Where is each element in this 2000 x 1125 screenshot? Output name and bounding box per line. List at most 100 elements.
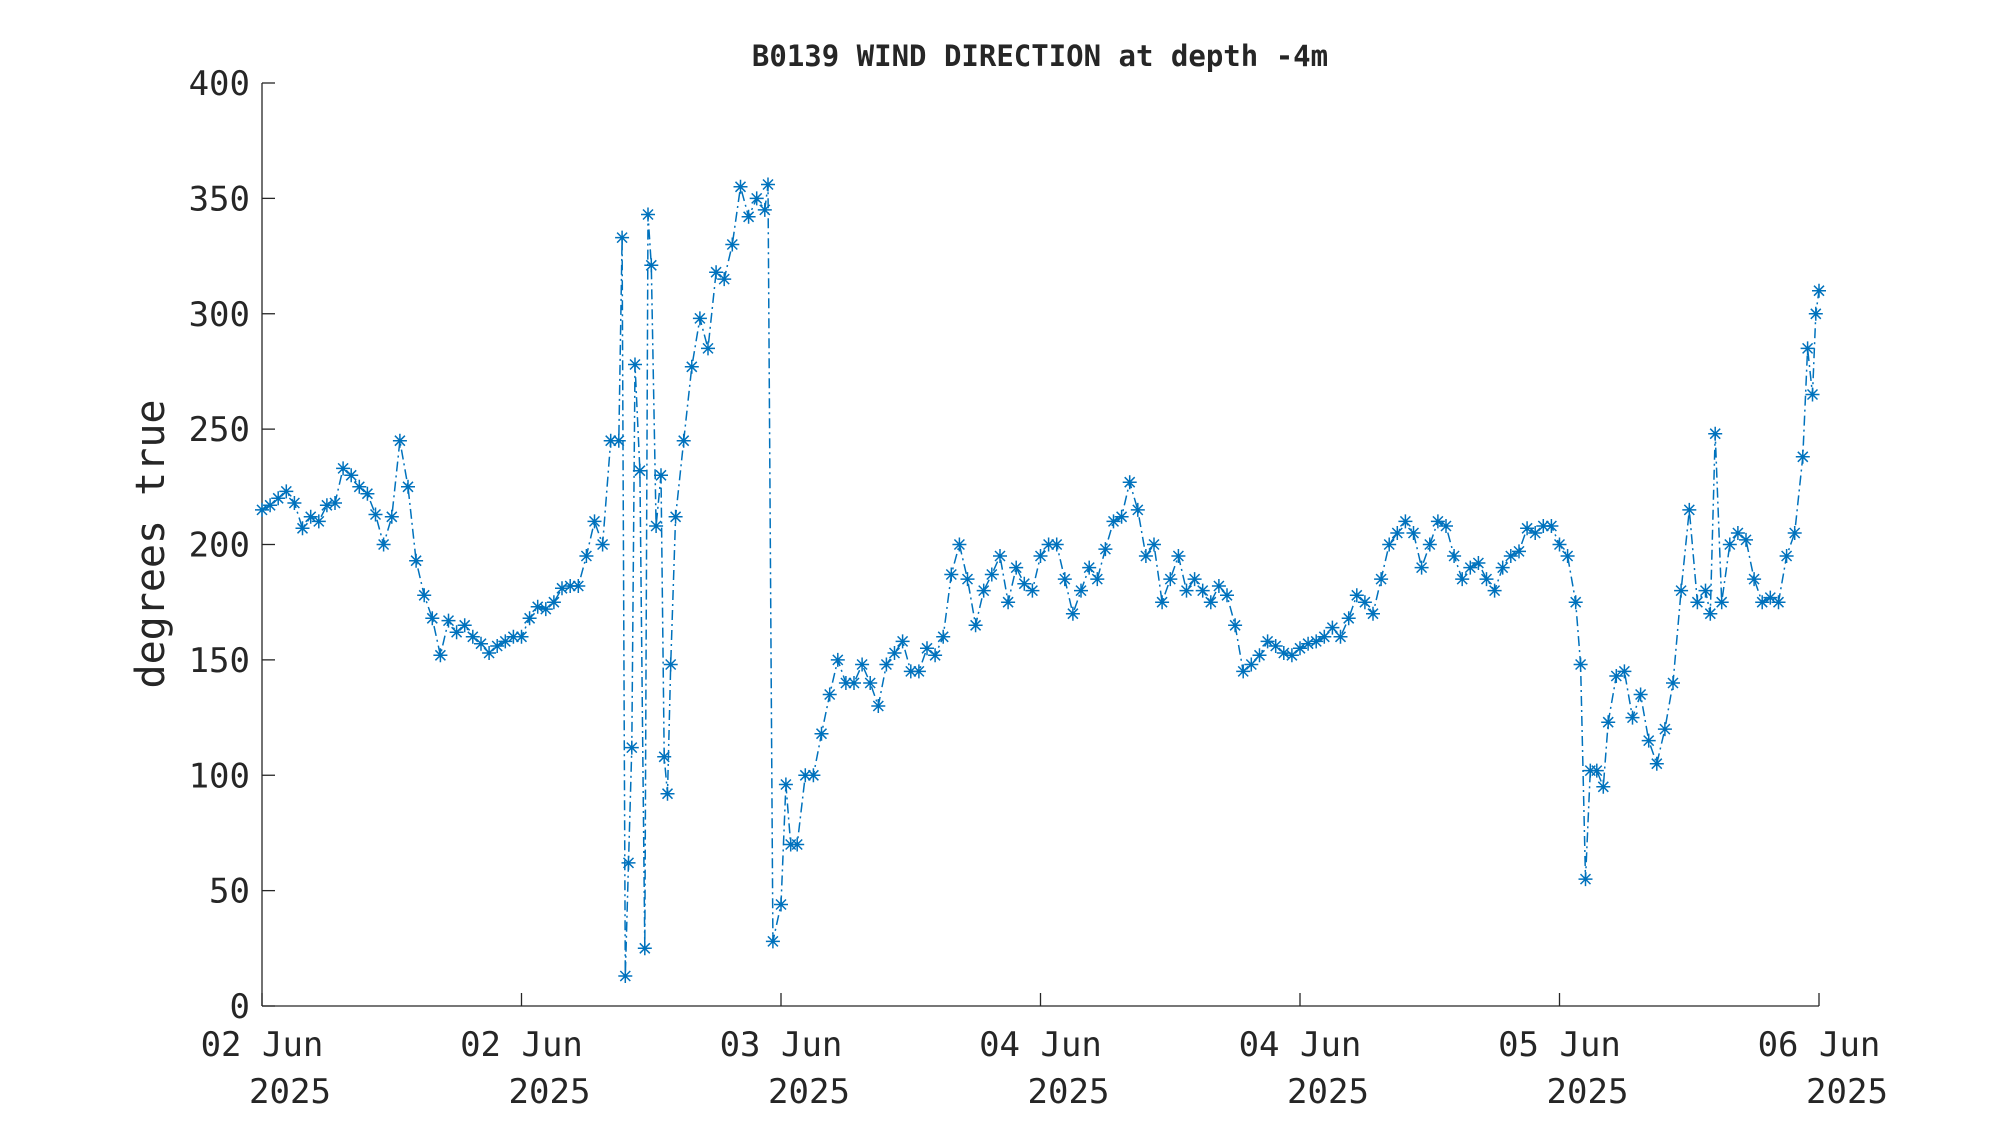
data-marker: [595, 537, 610, 552]
x-tick-label: 06 Jun: [1758, 1025, 1881, 1065]
data-marker: [1455, 572, 1470, 587]
data-marker: [1414, 560, 1429, 575]
data-marker: [1211, 579, 1226, 593]
y-tick-label: 0: [230, 987, 250, 1027]
data-marker: [1122, 475, 1137, 490]
data-marker: [1065, 606, 1080, 621]
data-marker: [1041, 537, 1056, 552]
data-marker: [1098, 542, 1113, 557]
data-marker: [1260, 634, 1275, 649]
data-marker: [1730, 526, 1745, 540]
data-marker: [1800, 341, 1815, 356]
data-marker: [1341, 611, 1356, 626]
data-marker: [911, 664, 926, 679]
y-tick-label: 400: [189, 64, 250, 104]
data-marker: [579, 549, 594, 563]
x-tick-label: 02 Jun: [460, 1025, 583, 1065]
data-marker: [392, 433, 407, 448]
data-marker: [571, 579, 586, 593]
data-marker: [271, 491, 286, 506]
data-marker: [838, 676, 853, 690]
data-marker: [1596, 779, 1611, 794]
data-marker: [1487, 583, 1502, 598]
data-marker: [384, 509, 399, 524]
data-marker: [1690, 595, 1705, 610]
y-tick-label: 200: [189, 526, 250, 566]
data-marker: [741, 209, 756, 224]
data-marker: [1771, 595, 1786, 610]
data-marker: [621, 855, 636, 870]
data-marker: [603, 433, 618, 448]
data-marker: [641, 207, 655, 222]
data-marker: [1293, 641, 1307, 656]
data-marker: [644, 258, 659, 273]
data-marker: [328, 496, 342, 510]
data-marker: [1536, 519, 1551, 533]
data-marker: [319, 498, 334, 513]
x-tick-label: 2025: [768, 1072, 850, 1112]
data-marker: [725, 237, 740, 252]
data-marker: [774, 897, 788, 912]
data-marker: [1187, 572, 1202, 587]
data-marker: [1049, 537, 1064, 552]
data-marker: [287, 496, 302, 510]
data-marker: [1220, 588, 1234, 603]
data-marker: [409, 553, 424, 568]
data-marker: [1284, 648, 1299, 663]
data-marker: [1447, 549, 1462, 563]
x-tick-label: 2025: [1547, 1072, 1629, 1112]
data-marker: [425, 611, 440, 626]
data-marker: [798, 768, 813, 783]
x-tick-label: 02 Jun: [201, 1025, 324, 1065]
data-marker: [1649, 756, 1664, 771]
data-marker: [1609, 669, 1624, 683]
data-marker: [1625, 710, 1640, 725]
data-marker: [506, 629, 521, 644]
data-marker: [1236, 664, 1251, 679]
data-marker: [360, 486, 375, 501]
data-marker: [944, 567, 959, 582]
data-marker: [474, 636, 488, 651]
data-marker: [1422, 537, 1437, 552]
data-marker: [1317, 629, 1332, 644]
data-marker: [749, 191, 764, 206]
data-marker: [522, 611, 537, 626]
data-marker: [514, 629, 529, 644]
data-marker: [663, 657, 678, 672]
data-marker: [1682, 502, 1697, 517]
data-marker: [1325, 620, 1340, 635]
data-marker: [490, 639, 505, 653]
data-marker: [1025, 583, 1040, 598]
data-marker: [482, 646, 497, 660]
y-tick-label: 350: [189, 179, 250, 219]
data-marker: [1333, 629, 1348, 644]
data-marker: [1589, 763, 1604, 778]
data-marker: [376, 537, 391, 552]
data-marker: [1228, 618, 1243, 633]
data-marker: [1033, 549, 1048, 563]
data-marker: [855, 657, 870, 672]
data-line: [261, 184, 1820, 977]
data-marker: [1114, 509, 1129, 524]
y-tick-label: 300: [189, 295, 250, 335]
x-tick-label: 03 Jun: [720, 1025, 843, 1065]
data-marker: [1714, 595, 1729, 610]
data-marker: [887, 646, 902, 660]
data-marker: [701, 341, 715, 356]
data-marker: [441, 613, 456, 628]
data-marker: [657, 749, 672, 764]
data-marker: [1406, 526, 1421, 540]
data-marker: [1812, 283, 1826, 298]
y-tick-label: 250: [189, 410, 250, 450]
data-marker: [765, 934, 780, 949]
data-marker: [936, 629, 951, 644]
data-marker: [814, 726, 829, 741]
data-marker: [1657, 722, 1672, 737]
data-marker: [1512, 544, 1526, 559]
data-marker: [1130, 502, 1145, 517]
data-marker: [654, 468, 668, 483]
data-marker: [615, 230, 630, 245]
data-marker: [352, 479, 367, 494]
data-marker: [1195, 583, 1210, 598]
data-marker: [1309, 634, 1324, 649]
